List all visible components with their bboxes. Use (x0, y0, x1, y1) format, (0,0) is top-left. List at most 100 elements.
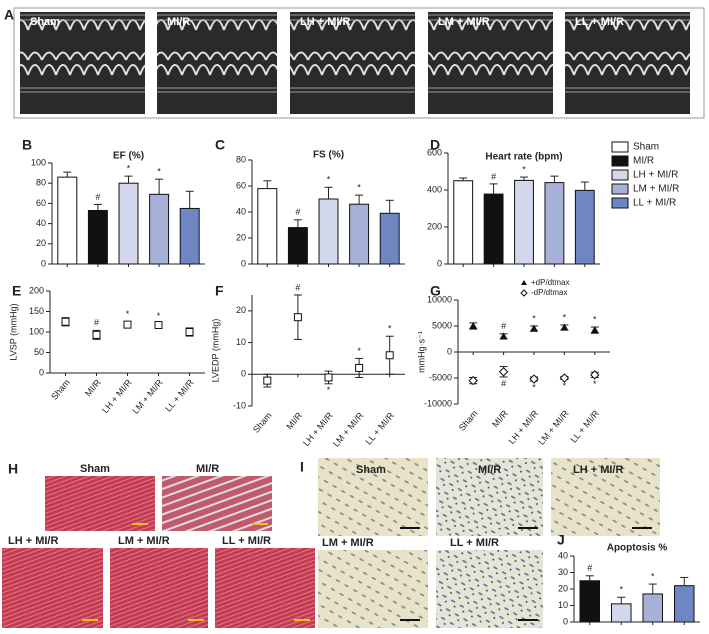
significance-mark: * (532, 382, 536, 392)
y-tick-label: 0 (41, 258, 46, 268)
point (469, 322, 478, 329)
significance-mark: # (95, 192, 100, 202)
point (92, 330, 101, 339)
bar (257, 188, 278, 265)
image-label: LH + MI/R (300, 16, 350, 28)
significance-mark: # (501, 321, 506, 331)
significance-mark: * (327, 175, 331, 185)
point (385, 351, 394, 360)
significance-mark: * (157, 311, 161, 321)
y-tick-label: 20 (236, 232, 246, 242)
bar (544, 182, 565, 265)
bar (579, 580, 601, 623)
scale-bar (82, 523, 310, 621)
panel-letter: G (430, 283, 441, 299)
point (61, 317, 70, 326)
panel-letter: A (4, 7, 14, 23)
legend-label: LM + MI/R (633, 184, 679, 195)
y-tick-label: 100 (29, 326, 44, 336)
histology-image (215, 548, 315, 628)
x-tick-label: MI/R (490, 408, 510, 429)
bar (453, 180, 474, 265)
bar (287, 227, 308, 265)
legend-swatch (611, 141, 629, 153)
y-tick-label: 400 (427, 184, 442, 194)
point (324, 373, 333, 382)
x-tick-label: LH + MI/R (100, 377, 134, 415)
bar (514, 179, 534, 265)
legend-label: LL + MI/R (633, 198, 676, 209)
y-tick-label: 40 (558, 550, 568, 560)
y-tick-label: 10000 (427, 294, 452, 304)
echo-image (428, 12, 553, 114)
significance-mark: # (587, 563, 592, 573)
echo-image (20, 12, 145, 114)
panel-letter: B (22, 137, 32, 153)
point (559, 373, 570, 383)
image-label: LM + MI/R (322, 537, 374, 549)
image-label: LH + MI/R (573, 464, 623, 476)
x-tick-label: LM + MI/R (331, 410, 366, 449)
scale-bar (400, 527, 652, 621)
panel-letter: C (215, 137, 225, 153)
y-tick-label: 0 (39, 367, 44, 377)
point (498, 367, 509, 377)
image-labels: Sham MI/R LH + MI/R LM + MI/R LL + MI/R … (8, 16, 624, 549)
legend-marker (520, 289, 528, 297)
image-label: LM + MI/R (438, 16, 490, 28)
x-tick-label: MI/R (284, 410, 304, 431)
panel-letter: J (557, 532, 565, 548)
significance-mark: # (501, 378, 506, 388)
bar (57, 176, 78, 265)
bar (87, 209, 108, 265)
legend-swatch (611, 169, 629, 181)
y-tick-label: -5000 (429, 372, 452, 382)
point (560, 323, 569, 331)
legend-label: -dP/dtmax (531, 288, 567, 297)
y-tick-label: 100 (31, 157, 46, 167)
histology-image (2, 548, 103, 628)
significance-mark: # (295, 207, 300, 217)
significance-mark: * (593, 379, 597, 389)
y-axis-label: mmHg·s⁻¹ (416, 331, 426, 373)
y-tick-label: 0 (447, 346, 452, 356)
image-label: LH + MI/R (8, 535, 58, 547)
y-tick-label: 0 (241, 258, 246, 268)
y-tick-label: 60 (236, 180, 246, 190)
point (154, 321, 163, 330)
point (293, 313, 302, 322)
y-tick-label: 80 (36, 178, 46, 188)
point (590, 326, 599, 334)
image-panels (2, 12, 690, 628)
ihc-image (436, 550, 543, 628)
significance-mark: * (651, 571, 655, 581)
ihc-image (551, 458, 660, 536)
x-tick-label: LL + MI/R (163, 377, 196, 414)
point (530, 324, 538, 332)
bar (642, 593, 664, 623)
significance-mark: # (295, 282, 300, 292)
y-tick-label: 40 (236, 206, 246, 216)
image-label: LM + MI/R (118, 535, 170, 547)
y-tick-label: 150 (29, 306, 44, 316)
bar (574, 189, 595, 265)
significance-mark: * (126, 309, 130, 319)
echo-image (565, 12, 690, 114)
significance-mark: # (94, 318, 99, 328)
y-tick-label: 0 (241, 369, 246, 379)
point (123, 320, 132, 329)
y-tick-label: -10 (233, 400, 246, 410)
legend-swatch (611, 155, 629, 167)
bar (149, 193, 170, 265)
significance-mark: * (532, 313, 536, 323)
x-tick-label: MI/R (83, 377, 103, 398)
point (590, 370, 600, 380)
significance-mark: * (388, 324, 392, 334)
bar (673, 585, 695, 623)
y-tick-label: 60 (36, 198, 46, 208)
y-axis-label: LVEDP (mmHg) (210, 319, 220, 383)
x-tick-label: LL + MI/R (568, 408, 601, 445)
significance-mark: * (522, 164, 526, 174)
chart-title: FS (%) (313, 150, 344, 161)
